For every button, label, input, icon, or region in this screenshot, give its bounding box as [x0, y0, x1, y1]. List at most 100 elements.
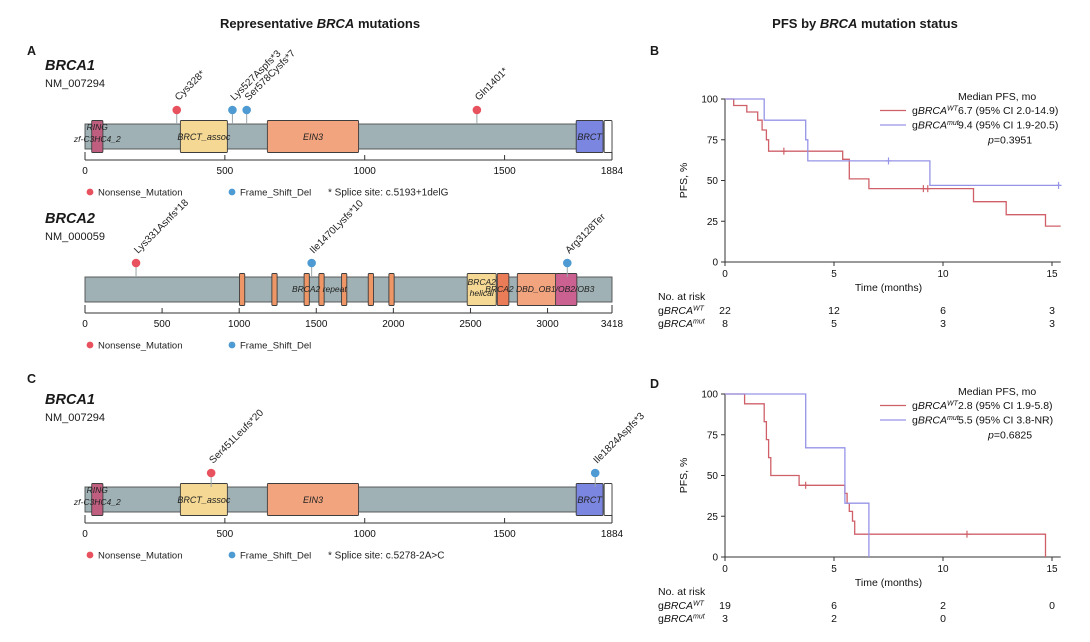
- risk-count: 6: [831, 600, 837, 612]
- risk-count: 12: [828, 305, 840, 317]
- left-title-pre: Representative: [219, 16, 317, 31]
- domain-caption: RING: [87, 485, 109, 495]
- panel-c-brca1-transcript: NM_007294: [45, 412, 105, 424]
- domain-BRC-repeat-6: [367, 273, 374, 306]
- x-tick-label: 0: [722, 269, 728, 280]
- risk-count: 2: [831, 613, 837, 625]
- domain-EIN3: [266, 120, 360, 153]
- domain-label: BRCT: [577, 495, 603, 505]
- left-column-title: Representative BRCA mutations: [0, 16, 640, 31]
- risk-table-header: No. at risk: [658, 291, 706, 303]
- axis-tick-label: 0: [82, 319, 88, 330]
- axis-tick-label: 1884: [601, 529, 624, 540]
- x-tick-label: 10: [937, 269, 949, 280]
- legend-dot: [86, 341, 94, 349]
- y-tick-label: 100: [701, 95, 718, 106]
- panel-c-letter: C: [27, 372, 37, 386]
- axis-tick-label: 1500: [493, 166, 516, 177]
- panel-d-letter: D: [650, 377, 660, 391]
- y-tick-label: 0: [712, 553, 718, 564]
- domain-caption: BRCA2 DBD_OB1/OB2/OB3: [485, 284, 594, 294]
- mutation-label: Cys328*: [173, 69, 208, 104]
- mutation-dot: [307, 258, 316, 268]
- domain-RING: [91, 483, 104, 516]
- axis-tick-label: 1000: [354, 166, 377, 177]
- km-curve-mut: [725, 393, 870, 557]
- domain-BRCA2-helical: [466, 273, 497, 306]
- y-tick-label: 25: [707, 217, 719, 228]
- legend-label: Frame_Shift_Del: [240, 188, 311, 199]
- legend-label: Nonsense_Mutation: [98, 341, 183, 352]
- axis-tick-label: 0: [82, 529, 88, 540]
- y-tick-label: 100: [701, 390, 718, 401]
- axis-tick-label: 500: [217, 529, 234, 540]
- domain-end-cap: [603, 483, 613, 516]
- domain-BRC-repeat-4: [318, 273, 325, 306]
- risk-count: 3: [1049, 305, 1055, 317]
- risk-table-header: No. at risk: [658, 586, 706, 598]
- axis-tick-label: 2500: [459, 319, 482, 330]
- axis-tick-label: 1500: [493, 529, 516, 540]
- domain-caption: RING: [87, 122, 109, 132]
- p-value: p=0.3951: [987, 135, 1032, 147]
- domain-caption: BRCA2: [468, 277, 497, 287]
- panel-b-letter: B: [650, 44, 660, 58]
- x-tick-label: 5: [831, 269, 837, 280]
- mutation-label: Arg3128Ter: [564, 211, 609, 256]
- left-title-post: mutations: [354, 16, 421, 31]
- legend-label: Nonsense_Mutation: [98, 551, 183, 562]
- domain-BRC-repeat-7: [388, 273, 395, 306]
- domain-BRCT: [575, 120, 604, 153]
- domain-BRC-repeat-2: [271, 273, 278, 306]
- y-tick-label: 75: [707, 430, 719, 441]
- axis-tick-label: 500: [217, 166, 234, 177]
- domain-caption: helical: [470, 288, 495, 298]
- domain-BRC-repeat-3: [303, 273, 310, 306]
- axis-tick-label: 1500: [305, 319, 328, 330]
- legend-label: Nonsense_Mutation: [98, 188, 183, 199]
- mutation-dot: [242, 105, 251, 115]
- domain-label: BRCT: [577, 132, 603, 142]
- brca1-lollipop-panel-c: BRCT_assoc EIN3 BRCT RING zf-C3HC4_2 Ser451Le…: [73, 407, 647, 562]
- domain-caption: BRCA2 repeat: [292, 284, 347, 294]
- domain-BRCT_assoc: [179, 120, 228, 153]
- y-axis-title: PFS, %: [678, 458, 690, 494]
- splice-note: * Splice site: c.5278-2A>C: [328, 551, 444, 562]
- mutation-label: Gln1401*: [473, 66, 510, 103]
- y-tick-label: 25: [707, 512, 719, 523]
- legend-dot: [86, 551, 94, 559]
- panel-c-brca1-name: BRCA1: [45, 392, 95, 408]
- legend-label: Frame_Shift_Del: [240, 341, 311, 352]
- panel-a-letter: A: [27, 44, 37, 58]
- axis-tick-label: 3418: [601, 319, 624, 330]
- x-tick-label: 15: [1046, 564, 1058, 575]
- right-title-post: mutation status: [857, 16, 958, 31]
- y-tick-label: 50: [707, 471, 719, 482]
- risk-count: 0: [1049, 600, 1055, 612]
- domain-label: EIN3: [303, 495, 323, 505]
- domain-EIN3: [266, 483, 360, 516]
- axis-tick-label: 3000: [536, 319, 559, 330]
- panel-a-brca1-name: BRCA1: [45, 58, 95, 74]
- legend-dot: [228, 341, 236, 349]
- axis-tick-label: 500: [154, 319, 171, 330]
- mutation-label: Ile1824Aspfs*3: [592, 410, 648, 466]
- risk-count: 3: [940, 318, 946, 330]
- risk-count: 8: [722, 318, 728, 330]
- km-plot-panel-b: 0 25 50 75 100 0 5 10 15 PFS, % Time (months) Media…: [658, 91, 1062, 330]
- group-label: gBRCAmut: [912, 415, 960, 427]
- mutation-dot: [562, 258, 572, 268]
- domain-caption: zf-C3HC4_2: [73, 134, 121, 144]
- x-tick-label: 10: [937, 564, 949, 575]
- y-tick-label: 0: [712, 258, 718, 269]
- x-axis-title: Time (months): [855, 282, 922, 294]
- panel-a-brca1-transcript: NM_007294: [45, 78, 105, 90]
- risk-count: 22: [719, 305, 731, 317]
- km-curve-WT: [725, 393, 1047, 557]
- group-label: gBRCAWT: [658, 600, 705, 612]
- x-axis-title: Time (months): [855, 577, 922, 589]
- risk-count: 19: [719, 600, 731, 612]
- right-title-pre: PFS by: [772, 16, 820, 31]
